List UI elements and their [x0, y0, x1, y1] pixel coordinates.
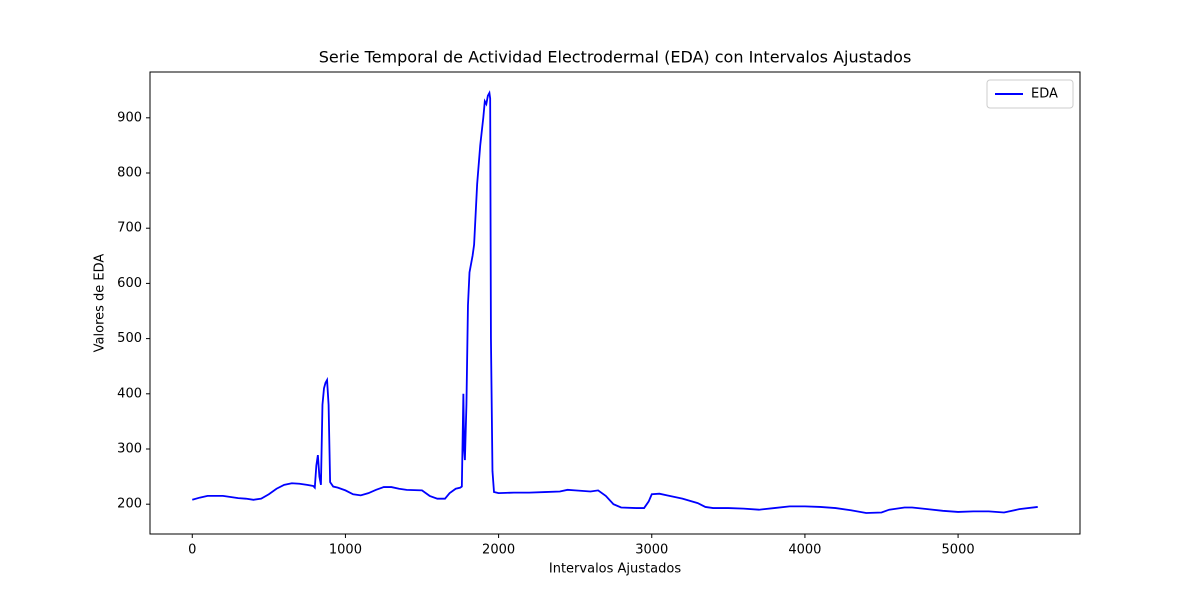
legend-label: EDA — [1031, 87, 1058, 102]
x-tick-label: 0 — [188, 543, 196, 558]
chart-title: Serie Temporal de Actividad Electroderma… — [319, 48, 912, 67]
legend-box — [986, 79, 1074, 109]
x-tick-label: 3000 — [635, 543, 668, 558]
data-line — [192, 90, 1038, 514]
x-tick-label: 1000 — [329, 543, 362, 558]
x-tick-label: 4000 — [788, 543, 821, 558]
y-tick-label: 600 — [117, 276, 142, 291]
y-axis-label: Valores de EDA — [93, 254, 108, 353]
x-tick-label: 5000 — [942, 543, 975, 558]
y-tick-label: 300 — [117, 441, 142, 456]
y-tick-label: 500 — [117, 331, 142, 346]
x-axis-label: Intervalos Ajustados — [549, 562, 681, 577]
plot-frame — [149, 71, 1081, 535]
y-tick-label: 200 — [117, 497, 142, 512]
y-tick-label: 400 — [117, 386, 142, 401]
y-tick-label: 700 — [117, 221, 142, 236]
y-tick-label: 800 — [117, 166, 142, 181]
x-tick-label: 2000 — [482, 543, 515, 558]
y-tick-label: 900 — [117, 110, 142, 125]
